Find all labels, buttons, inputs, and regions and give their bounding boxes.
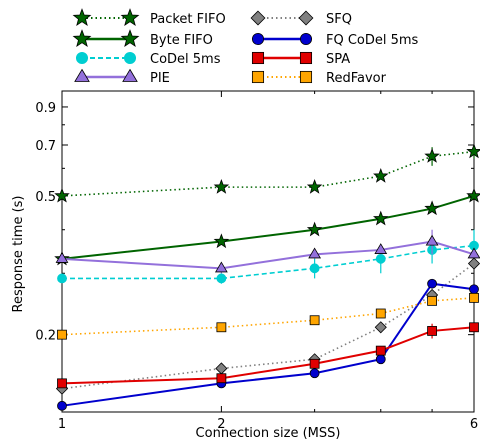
legend-item: CoDel 5ms xyxy=(75,51,221,67)
data-point xyxy=(57,329,67,340)
data-point xyxy=(213,233,230,249)
y-tick-label: 0.2 xyxy=(35,329,56,344)
legend-marker xyxy=(74,68,90,82)
data-point xyxy=(469,322,479,333)
legend-marker xyxy=(123,51,137,65)
legend-label: SPA xyxy=(326,52,350,67)
data-point xyxy=(214,261,228,273)
data-point xyxy=(427,326,437,336)
data-point xyxy=(213,178,230,194)
data-point xyxy=(466,143,480,159)
legend-marker xyxy=(299,32,313,46)
series-line xyxy=(61,282,475,407)
data-point xyxy=(309,315,320,326)
series-fq-codel-5ms xyxy=(57,278,479,411)
data-point xyxy=(215,362,228,375)
data-point xyxy=(308,247,322,259)
data-point xyxy=(216,373,227,384)
legend-marker xyxy=(251,32,265,46)
series-line xyxy=(61,240,475,270)
data-point xyxy=(57,378,67,389)
data-point xyxy=(375,345,386,356)
series-line xyxy=(62,244,475,280)
data-point xyxy=(424,200,440,216)
data-point xyxy=(374,321,387,334)
legend: Packet FIFO Byte FIFO CoDel 5ms PIE SFQ FQ Co… xyxy=(72,8,419,86)
legend-label: Packet FIFO xyxy=(150,12,226,27)
data-point xyxy=(427,295,437,306)
legend-item: Packet FIFO xyxy=(72,8,226,27)
data-point xyxy=(469,284,479,295)
legend-marker xyxy=(251,51,265,65)
data-point xyxy=(55,252,69,263)
series-redfavor xyxy=(57,292,479,340)
data-point xyxy=(309,263,320,274)
series-line xyxy=(61,262,475,390)
legend-item: FQ CoDel 5ms xyxy=(251,32,419,48)
legend-label: Byte FIFO xyxy=(150,33,213,48)
data-point xyxy=(375,354,386,365)
data-point xyxy=(375,308,386,319)
data-point xyxy=(54,187,70,203)
legend-marker xyxy=(250,10,266,26)
legend-marker xyxy=(72,29,92,48)
legend-item: PIE xyxy=(74,68,170,86)
series-line xyxy=(61,326,475,385)
y-tick-label: 0.7 xyxy=(35,139,56,154)
series-line xyxy=(61,297,475,336)
data-point xyxy=(466,187,480,203)
data-point xyxy=(427,278,437,289)
legend-marker xyxy=(298,10,314,26)
x-tick-label: 2 xyxy=(217,417,225,432)
x-tick-label: 6 xyxy=(470,417,478,432)
data-point xyxy=(424,148,440,163)
legend-marker xyxy=(75,51,89,65)
data-point xyxy=(373,210,389,226)
data-point xyxy=(467,257,480,270)
y-tick-label: 0.5 xyxy=(35,190,56,205)
legend-item: SPA xyxy=(251,51,350,67)
legend-item: Byte FIFO xyxy=(72,29,213,48)
data-point xyxy=(375,253,386,264)
data-point xyxy=(306,178,323,194)
legend-label: FQ CoDel 5ms xyxy=(326,33,419,48)
data-point xyxy=(309,358,320,369)
legend-marker xyxy=(299,51,313,65)
data-point xyxy=(57,273,67,284)
legend-label: RedFavor xyxy=(326,71,387,86)
data-point xyxy=(306,221,323,237)
legend-marker xyxy=(120,29,140,48)
series-packet-fifo xyxy=(54,143,480,203)
data-point xyxy=(425,234,439,246)
data-point xyxy=(216,322,227,333)
legend-item: RedFavor xyxy=(251,70,387,86)
data-point xyxy=(57,400,67,411)
data-point xyxy=(309,368,320,379)
data-point xyxy=(216,273,227,284)
x-axis-title: Connection size (MSS) xyxy=(196,426,341,441)
data-point xyxy=(373,167,389,183)
legend-marker xyxy=(251,70,265,84)
series-spa xyxy=(57,322,479,389)
legend-label: CoDel 5ms xyxy=(150,52,221,67)
legend-label: PIE xyxy=(150,71,170,86)
series-line xyxy=(61,194,475,260)
legend-marker xyxy=(299,70,313,84)
series-line xyxy=(61,150,475,197)
legend-marker xyxy=(120,8,140,27)
legend-marker xyxy=(72,8,92,27)
data-point xyxy=(374,243,388,254)
y-axis-title: Response time (s) xyxy=(11,196,26,313)
legend-label: SFQ xyxy=(326,12,352,27)
legend-marker xyxy=(122,68,138,82)
legend-item: SFQ xyxy=(250,10,352,27)
y-tick-label: 0.9 xyxy=(35,101,56,116)
data-point xyxy=(469,292,479,303)
series-codel-5ms xyxy=(57,229,479,284)
plot-area: 1 2 6 0.2 0.5 0.7 0.9 xyxy=(35,90,480,432)
x-tick-label: 1 xyxy=(58,417,66,432)
